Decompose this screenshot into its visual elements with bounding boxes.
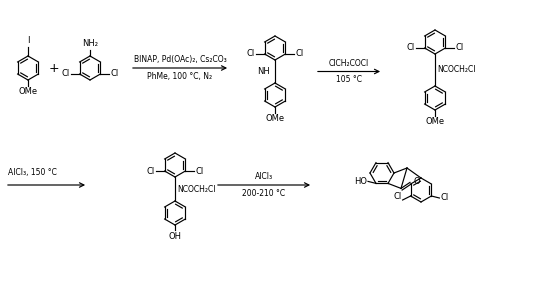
Text: PhMe, 100 °C, N₂: PhMe, 100 °C, N₂ [148, 72, 212, 81]
Text: 105 °C: 105 °C [336, 75, 362, 84]
Text: AlCl₃, 150 °C: AlCl₃, 150 °C [8, 168, 57, 178]
Text: BINAP, Pd(OAc)₂, Cs₂CO₃: BINAP, Pd(OAc)₂, Cs₂CO₃ [134, 55, 226, 64]
Text: Cl: Cl [61, 70, 70, 79]
Text: NCOCH₂Cl: NCOCH₂Cl [437, 65, 476, 74]
Text: OMe: OMe [425, 117, 445, 126]
Text: HO: HO [354, 177, 367, 186]
Text: Cl: Cl [246, 49, 254, 58]
Text: Cl: Cl [195, 166, 204, 175]
Text: Cl: Cl [440, 194, 448, 203]
Text: OMe: OMe [265, 114, 285, 123]
Text: Cl: Cl [393, 192, 401, 201]
Text: NH₂: NH₂ [82, 39, 98, 48]
Text: O: O [414, 177, 421, 186]
Text: ClCH₂COCl: ClCH₂COCl [329, 58, 369, 68]
Text: 200-210 °C: 200-210 °C [242, 189, 285, 198]
Text: +: + [49, 61, 59, 74]
Text: Cl: Cl [147, 166, 155, 175]
Text: Cl: Cl [455, 43, 463, 52]
Text: Cl: Cl [406, 43, 415, 52]
Text: NCOCH₂Cl: NCOCH₂Cl [177, 184, 216, 194]
Text: AlCl₃: AlCl₃ [255, 172, 273, 181]
Text: NH: NH [257, 67, 270, 76]
Text: I: I [27, 36, 29, 45]
Text: OMe: OMe [18, 87, 38, 96]
Text: Cl: Cl [111, 70, 119, 79]
Text: OH: OH [169, 232, 181, 241]
Text: Cl: Cl [295, 49, 304, 58]
